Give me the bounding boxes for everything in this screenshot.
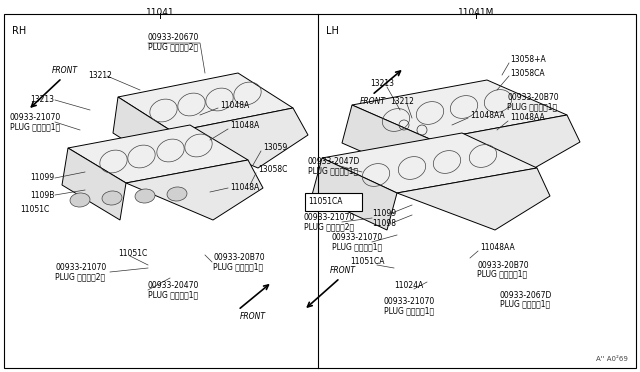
Text: PLUG プラグ（1）: PLUG プラグ（1） — [500, 299, 550, 308]
Text: 13213: 13213 — [30, 96, 54, 105]
Text: 11024A: 11024A — [394, 282, 423, 291]
Text: PLUG プラグ（1）: PLUG プラグ（1） — [213, 263, 263, 272]
Text: 00933-20B70: 00933-20B70 — [477, 260, 529, 269]
Text: PLUG プラグ（1）: PLUG プラグ（1） — [148, 291, 198, 299]
Text: 1109B: 1109B — [30, 190, 54, 199]
Text: PLUG プラグ（1）: PLUG プラグ（1） — [477, 269, 527, 279]
Text: FRONT: FRONT — [360, 97, 386, 106]
Text: 00933-21070: 00933-21070 — [384, 298, 435, 307]
Polygon shape — [126, 160, 263, 220]
Polygon shape — [322, 133, 537, 193]
Text: 00933-20B70: 00933-20B70 — [213, 253, 264, 263]
Polygon shape — [113, 97, 173, 168]
Text: 13058CA: 13058CA — [510, 68, 545, 77]
Text: 00933-2047D: 00933-2047D — [308, 157, 360, 167]
Text: FRONT: FRONT — [240, 312, 266, 321]
Text: 11048AA: 11048AA — [470, 110, 505, 119]
Text: 11051C: 11051C — [20, 205, 49, 215]
Polygon shape — [432, 115, 580, 178]
Text: 11041M: 11041M — [458, 8, 494, 17]
Text: 11048A: 11048A — [230, 183, 259, 192]
Text: FRONT: FRONT — [330, 266, 356, 275]
Text: 11099: 11099 — [30, 173, 54, 183]
Text: PLUG プラグ（2）: PLUG プラグ（2） — [55, 273, 105, 282]
Text: RH: RH — [12, 26, 26, 36]
Text: 11048A: 11048A — [230, 122, 259, 131]
Text: PLUG プラグ（1）: PLUG プラグ（1） — [384, 307, 434, 315]
Text: 00933-21070: 00933-21070 — [55, 263, 106, 273]
Text: LH: LH — [326, 26, 339, 36]
Text: 00933-21070: 00933-21070 — [332, 234, 383, 243]
Text: 00933-2067D: 00933-2067D — [500, 291, 552, 299]
Ellipse shape — [167, 187, 187, 201]
Ellipse shape — [102, 191, 122, 205]
Polygon shape — [397, 168, 550, 230]
Text: 13212: 13212 — [88, 71, 112, 80]
Text: 13212: 13212 — [390, 96, 414, 106]
Polygon shape — [342, 105, 432, 178]
Polygon shape — [62, 148, 126, 220]
Polygon shape — [118, 73, 293, 132]
Text: 11099: 11099 — [372, 208, 396, 218]
Text: 11098: 11098 — [372, 218, 396, 228]
Text: 11048A: 11048A — [220, 100, 249, 109]
Text: 11051CA: 11051CA — [308, 198, 342, 206]
Text: 11051C: 11051C — [118, 248, 147, 257]
Ellipse shape — [135, 189, 155, 203]
Text: FRONT: FRONT — [52, 66, 78, 75]
Text: 13058+A: 13058+A — [510, 55, 546, 64]
Text: PLUG プラグ（1）: PLUG プラグ（1） — [10, 122, 60, 131]
Text: PLUG プラグ（1）: PLUG プラグ（1） — [507, 103, 557, 112]
Text: 00933-21070: 00933-21070 — [304, 214, 355, 222]
Text: 00933-21070: 00933-21070 — [10, 113, 61, 122]
Text: 11041: 11041 — [146, 8, 174, 17]
Text: 11048AA: 11048AA — [510, 113, 545, 122]
Polygon shape — [173, 108, 308, 168]
Text: PLUG プラグ（2）: PLUG プラグ（2） — [304, 222, 354, 231]
Text: 13059: 13059 — [263, 144, 287, 153]
Text: 11051CA: 11051CA — [350, 257, 385, 266]
Polygon shape — [68, 125, 248, 183]
Text: 11048AA: 11048AA — [480, 244, 515, 253]
Text: 00933-20470: 00933-20470 — [148, 282, 200, 291]
FancyBboxPatch shape — [305, 193, 362, 211]
Text: 13213: 13213 — [370, 80, 394, 89]
Text: 13058C: 13058C — [258, 166, 287, 174]
Text: PLUG プラグ（2）: PLUG プラグ（2） — [148, 42, 198, 51]
Polygon shape — [352, 80, 567, 140]
Text: A'' A0²69: A'' A0²69 — [596, 356, 628, 362]
Ellipse shape — [70, 193, 90, 207]
Polygon shape — [312, 158, 397, 230]
Text: PLUG プラグ（1）: PLUG プラグ（1） — [332, 243, 382, 251]
Text: 00933-20B70: 00933-20B70 — [507, 93, 559, 103]
Text: PLUG プラグ（1）: PLUG プラグ（1） — [308, 167, 358, 176]
Text: 00933-20670: 00933-20670 — [148, 33, 200, 42]
